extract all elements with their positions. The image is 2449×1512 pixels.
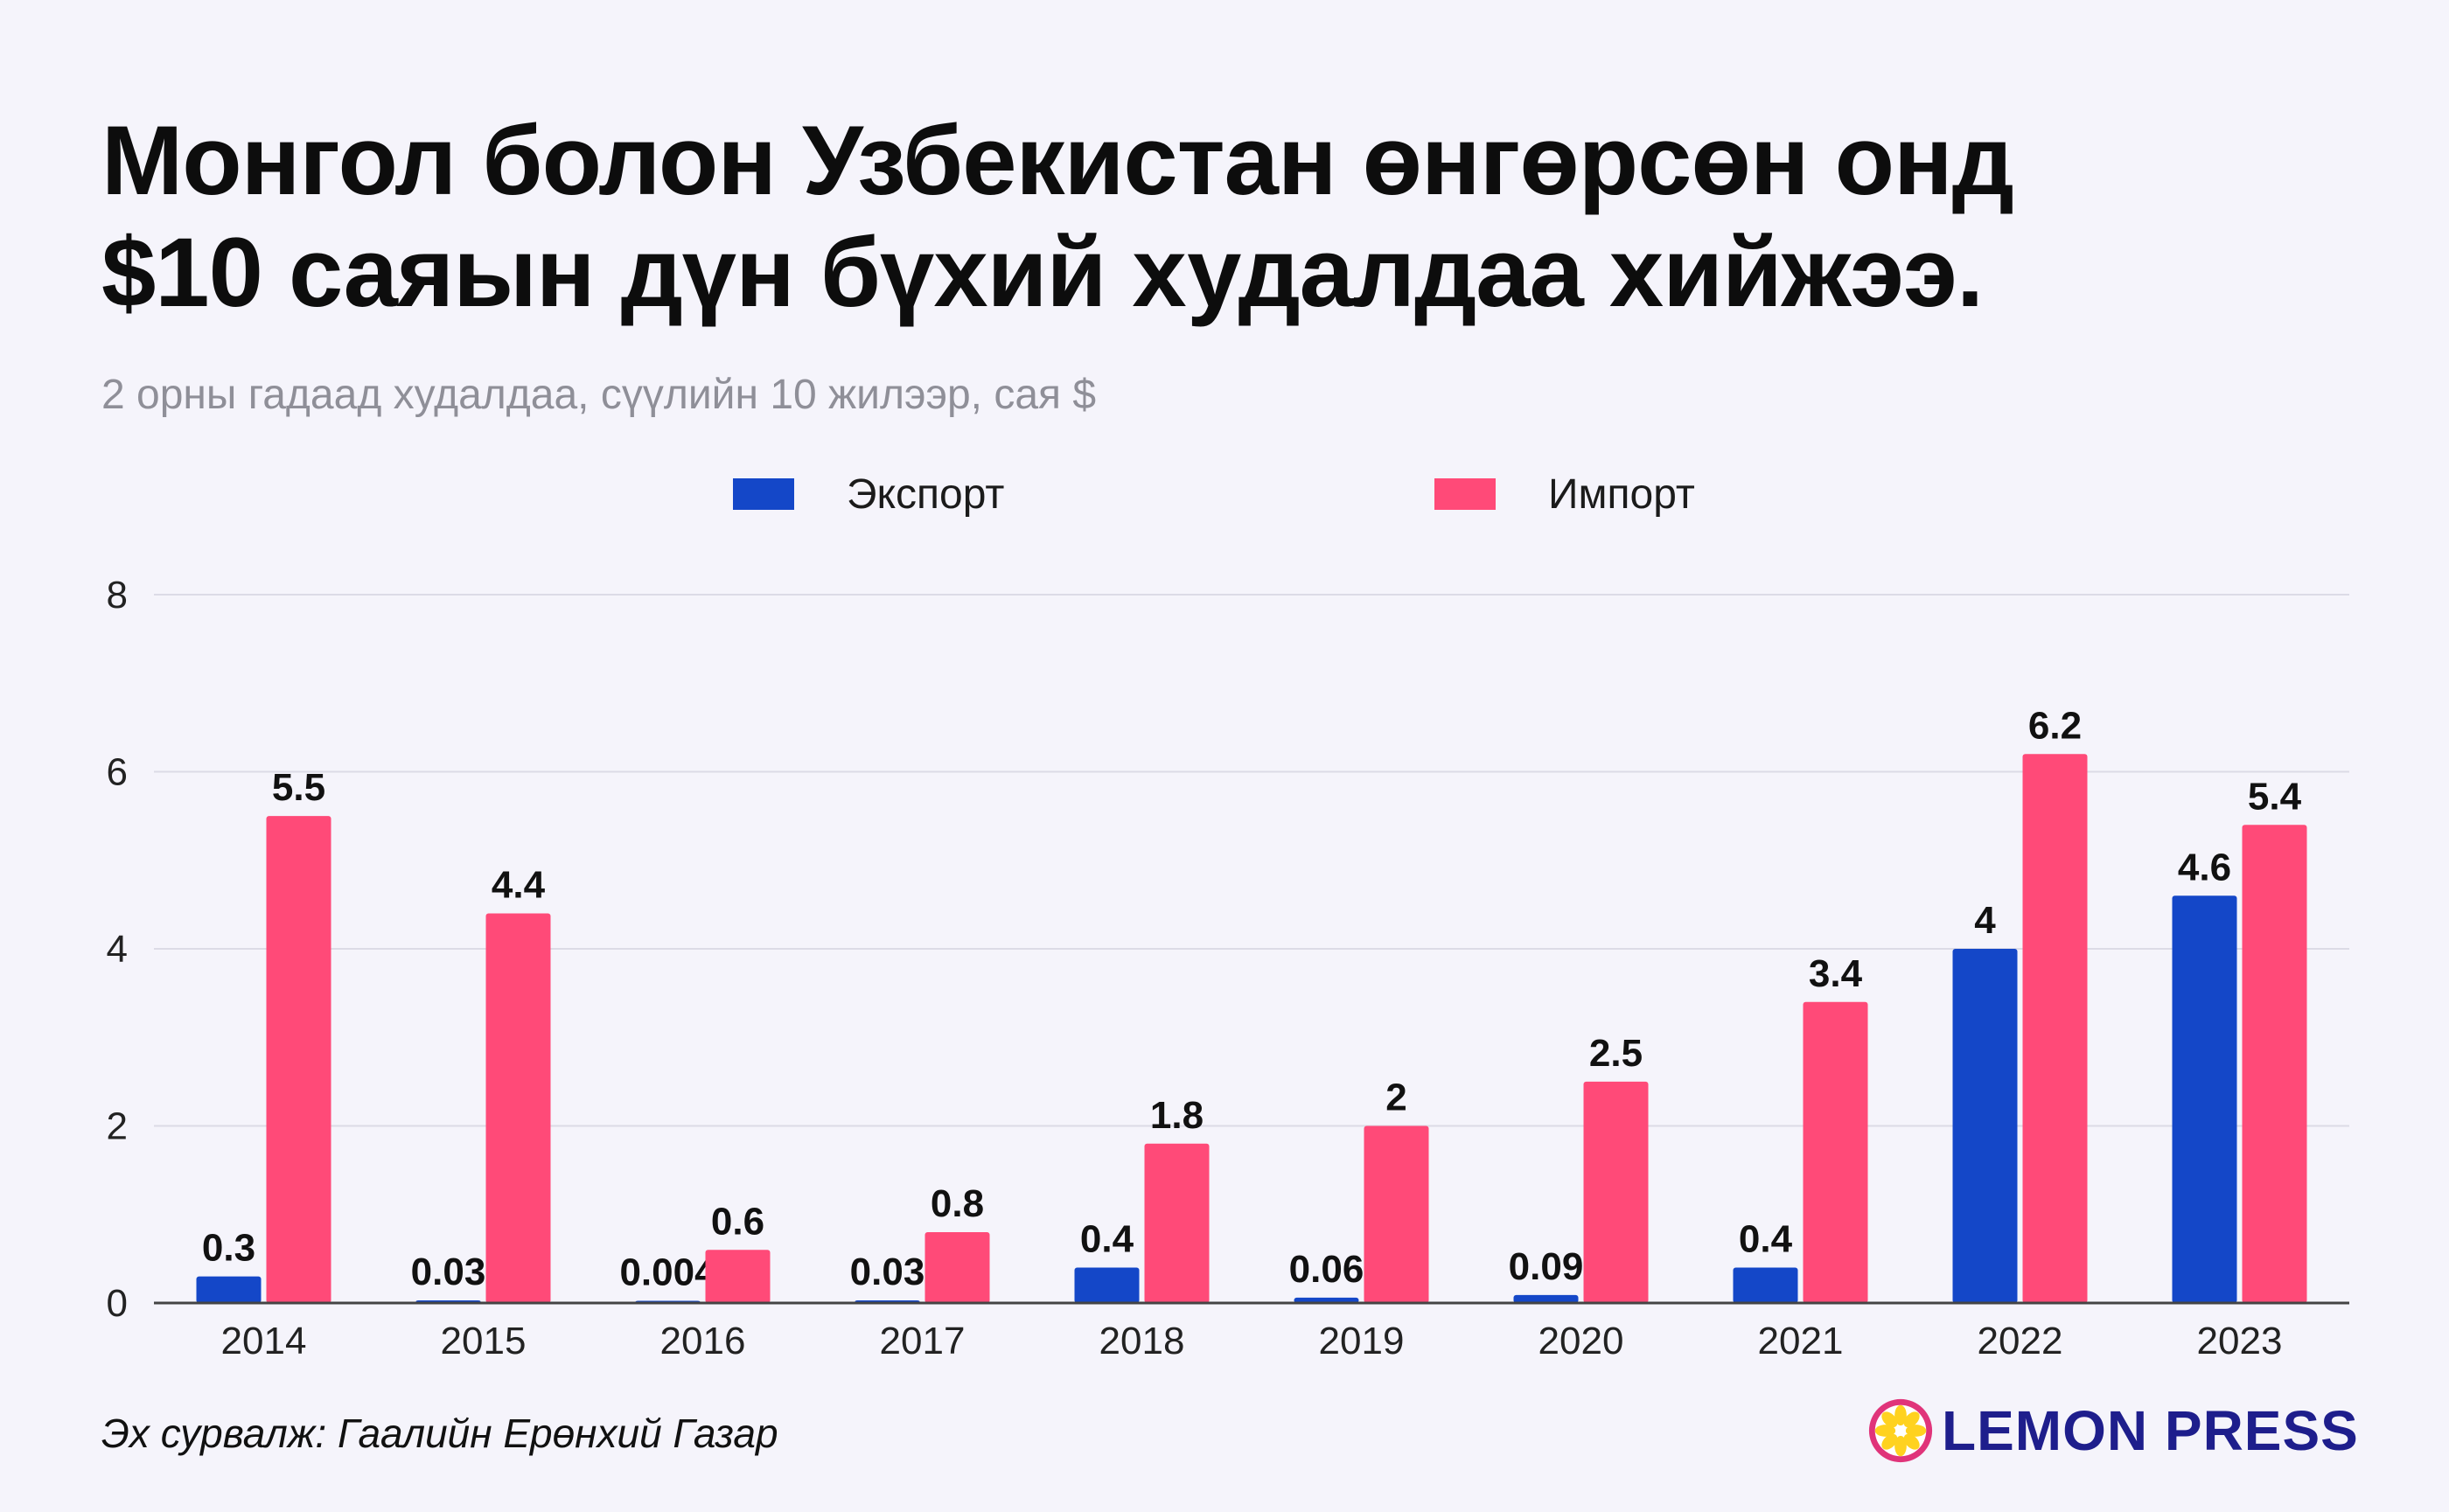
x-tick-label: 2020: [1538, 1320, 1624, 1362]
export-data-label: 0.06: [1289, 1248, 1364, 1291]
y-tick-label: 0: [107, 1282, 128, 1325]
export-data-label: 0.03: [411, 1251, 486, 1293]
legend-item-export: Экспорт: [733, 463, 1004, 525]
import-data-label: 5.5: [272, 766, 325, 809]
import-bar: [1364, 1125, 1429, 1303]
import-data-label: 5.4: [2248, 775, 2302, 818]
export-data-label: 0.4: [1080, 1218, 1134, 1261]
export-data-label: 0.03: [850, 1251, 925, 1293]
export-bar: [1733, 1267, 1798, 1303]
x-tick-label: 2016: [660, 1320, 746, 1362]
export-bar: [196, 1276, 262, 1303]
import-data-label: 3.4: [1809, 952, 1863, 995]
chart-subtitle: 2 орны гадаад худалдаа, сүүлийн 10 жилээ…: [101, 372, 1097, 418]
chart-title: Монгол болон Узбекистан өнгөрсөн онд $10…: [101, 105, 2014, 329]
logo-text: LEMON PRESS: [1942, 1399, 2359, 1462]
export-data-label: 0.004: [619, 1251, 716, 1294]
x-tick-label: 2021: [1758, 1320, 1844, 1362]
y-tick-label: 6: [107, 751, 128, 794]
export-bar: [1074, 1267, 1140, 1303]
legend-label-import: Импорт: [1548, 470, 1695, 518]
legend-item-import: Импорт: [1434, 463, 1695, 525]
chart-legend: Экспорт Импорт: [0, 463, 2449, 525]
x-tick-label: 2022: [1978, 1320, 2063, 1362]
export-data-label: 0.09: [1509, 1245, 1584, 1288]
x-tick-label: 2023: [2197, 1320, 2283, 1362]
import-data-label: 1.8: [1150, 1094, 1204, 1137]
source-note: Эх сурвалж: Гаалийн Ерөнхий Газар: [101, 1411, 778, 1456]
import-bar: [2022, 754, 2088, 1303]
lemon-slice-icon: [1868, 1398, 1933, 1463]
import-data-label: 6.2: [2028, 704, 2082, 747]
import-data-label: 2.5: [1589, 1032, 1643, 1075]
y-tick-label: 2: [107, 1105, 128, 1148]
x-tick-label: 2018: [1099, 1320, 1185, 1362]
import-bar: [924, 1232, 990, 1303]
export-bar: [1513, 1294, 1579, 1303]
legend-label-export: Экспорт: [847, 470, 1005, 518]
x-tick-label: 2014: [221, 1320, 307, 1362]
legend-swatch-import: [1434, 478, 1496, 510]
x-tick-label: 2017: [880, 1320, 966, 1362]
import-data-label: 2: [1385, 1077, 1406, 1119]
x-tick-label: 2019: [1319, 1320, 1405, 1362]
import-bar: [1144, 1143, 1210, 1303]
import-bar: [705, 1250, 771, 1303]
export-data-label: 0.3: [202, 1227, 255, 1270]
export-data-label: 4: [1974, 899, 1996, 942]
export-data-label: 4.6: [2178, 846, 2231, 888]
import-bar: [1803, 1001, 1868, 1303]
export-data-label: 0.4: [1739, 1218, 1793, 1261]
import-data-label: 4.4: [492, 864, 546, 907]
import-bar: [485, 913, 551, 1303]
lemon-press-logo: LEMON PRESS: [1866, 1396, 2359, 1466]
import-data-label: 0.6: [711, 1200, 764, 1243]
x-tick-label: 2015: [441, 1320, 527, 1362]
import-bar: [1583, 1081, 1649, 1303]
import-data-label: 0.8: [931, 1182, 984, 1225]
legend-swatch-export: [733, 478, 794, 510]
y-tick-label: 4: [107, 928, 128, 971]
import-bar: [266, 816, 331, 1303]
export-bar: [1294, 1297, 1359, 1303]
export-bar: [1952, 949, 2018, 1303]
y-tick-label: 8: [107, 574, 128, 617]
export-bar: [2172, 895, 2237, 1303]
chart-title-line-2: $10 саяын дүн бүхий худалдаа хийжээ.: [101, 218, 1984, 327]
import-bar: [2242, 825, 2307, 1303]
chart-title-line-1: Монгол болон Узбекистан өнгөрсөн онд: [101, 106, 2014, 215]
